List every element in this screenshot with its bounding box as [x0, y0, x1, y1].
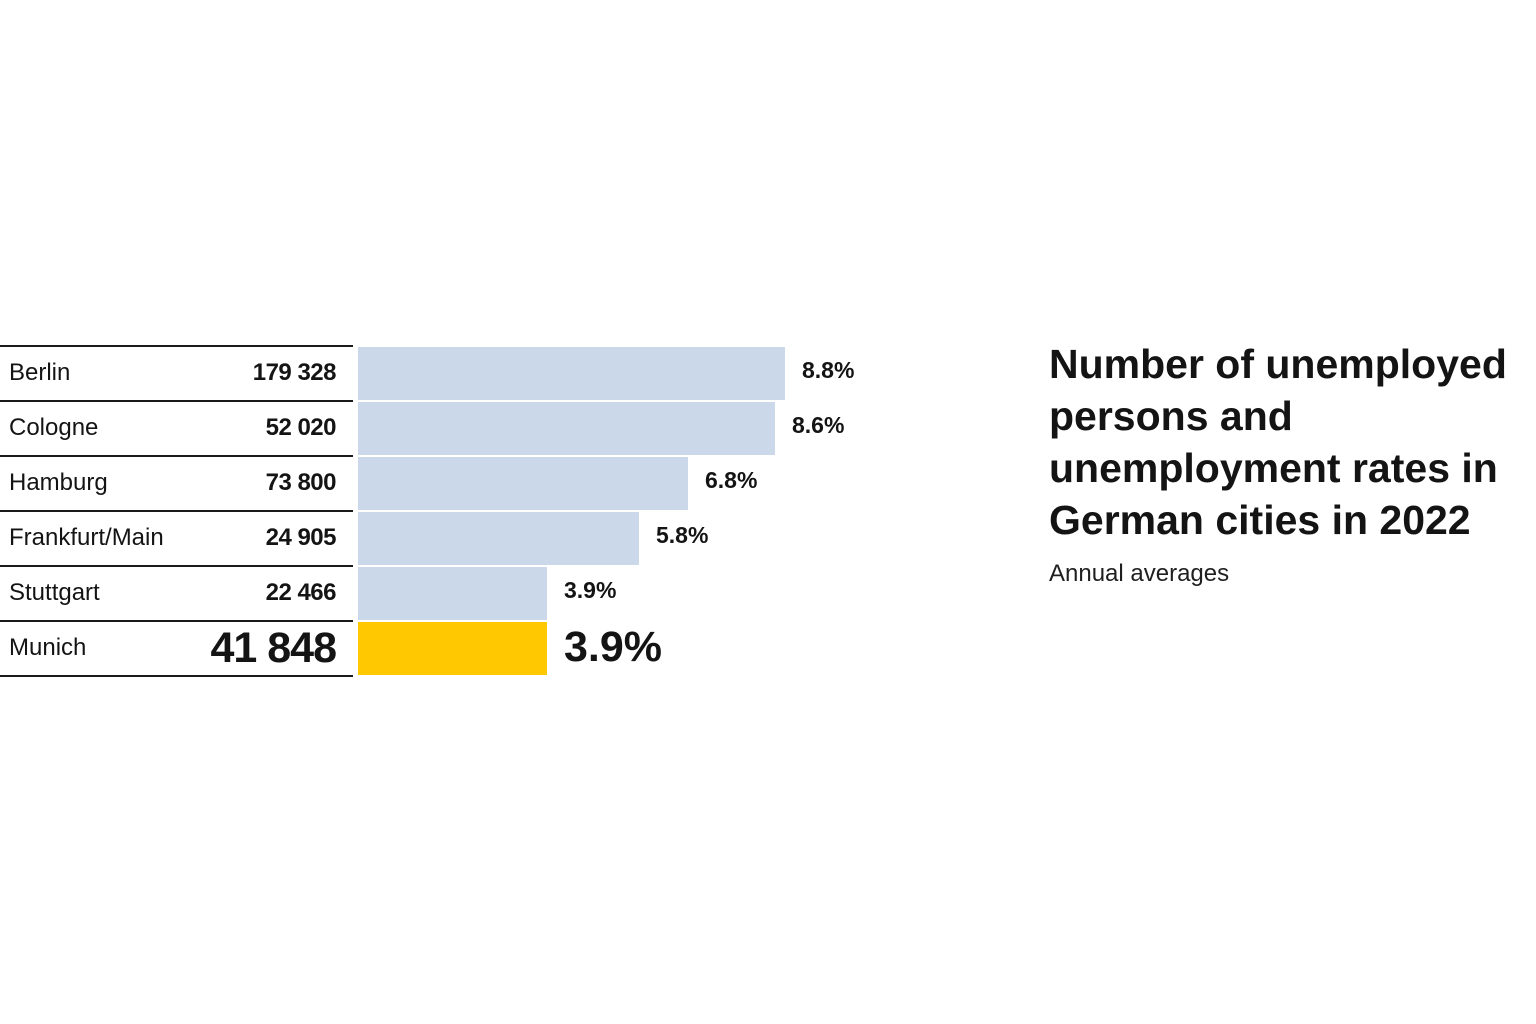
chart-row-cologne: Cologne 52 020 8.6%	[0, 400, 880, 455]
row-divider	[0, 455, 353, 457]
city-label: Berlin	[9, 359, 71, 386]
rate-bar-hamburg	[358, 457, 688, 510]
unemployed-count-label: 52 020	[265, 414, 337, 441]
row-divider	[0, 345, 353, 347]
chart-subtitle: Annual averages	[1049, 560, 1230, 587]
chart-title: Number of unemployed persons and unemplo…	[1049, 341, 1507, 543]
unemployed-count-label: 73 800	[265, 469, 337, 496]
title-block: Number of unemployed persons and unemplo…	[1049, 338, 1519, 588]
chart-row-berlin: Berlin 179 328 8.8%	[0, 345, 880, 400]
rate-label: 8.8%	[802, 357, 855, 383]
city-label: Stuttgart	[9, 579, 100, 606]
unemployed-count-label: 22 466	[265, 579, 337, 606]
chart-row-hamburg: Hamburg 73 800 6.8%	[0, 455, 880, 510]
unemployment-chart: Berlin 179 328 8.8% Cologne 52 020 8.6% Hambur…	[0, 345, 880, 680]
rate-label: 6.8%	[705, 467, 758, 493]
rate-label: 3.9%	[564, 623, 663, 671]
row-divider	[0, 400, 353, 402]
table-bottom-divider	[0, 675, 353, 677]
rate-bar-munich	[358, 622, 547, 675]
city-label: Cologne	[9, 414, 99, 441]
row-divider	[0, 565, 353, 567]
unemployed-count-label: 41 848	[210, 624, 337, 672]
rate-bar-berlin	[358, 347, 785, 400]
chart-row-stuttgart: Stuttgart 22 466 3.9%	[0, 565, 880, 620]
row-divider	[0, 510, 353, 512]
city-label: Hamburg	[9, 469, 108, 496]
rate-label: 3.9%	[564, 577, 617, 603]
rate-bar-cologne	[358, 402, 775, 455]
chart-row-frankfurt-main: Frankfurt/Main 24 905 5.8%	[0, 510, 880, 565]
rate-bar-stuttgart	[358, 567, 547, 620]
city-label: Frankfurt/Main	[9, 524, 164, 551]
unemployed-count-label: 179 328	[252, 359, 337, 386]
row-divider	[0, 620, 353, 622]
rate-label: 8.6%	[792, 412, 845, 438]
rate-bar-frankfurt-main	[358, 512, 639, 565]
chart-row-munich: Munich 41 848 3.9%	[0, 620, 880, 675]
rate-label: 5.8%	[656, 522, 709, 548]
city-label: Munich	[9, 634, 87, 661]
unemployed-count-label: 24 905	[265, 524, 337, 551]
